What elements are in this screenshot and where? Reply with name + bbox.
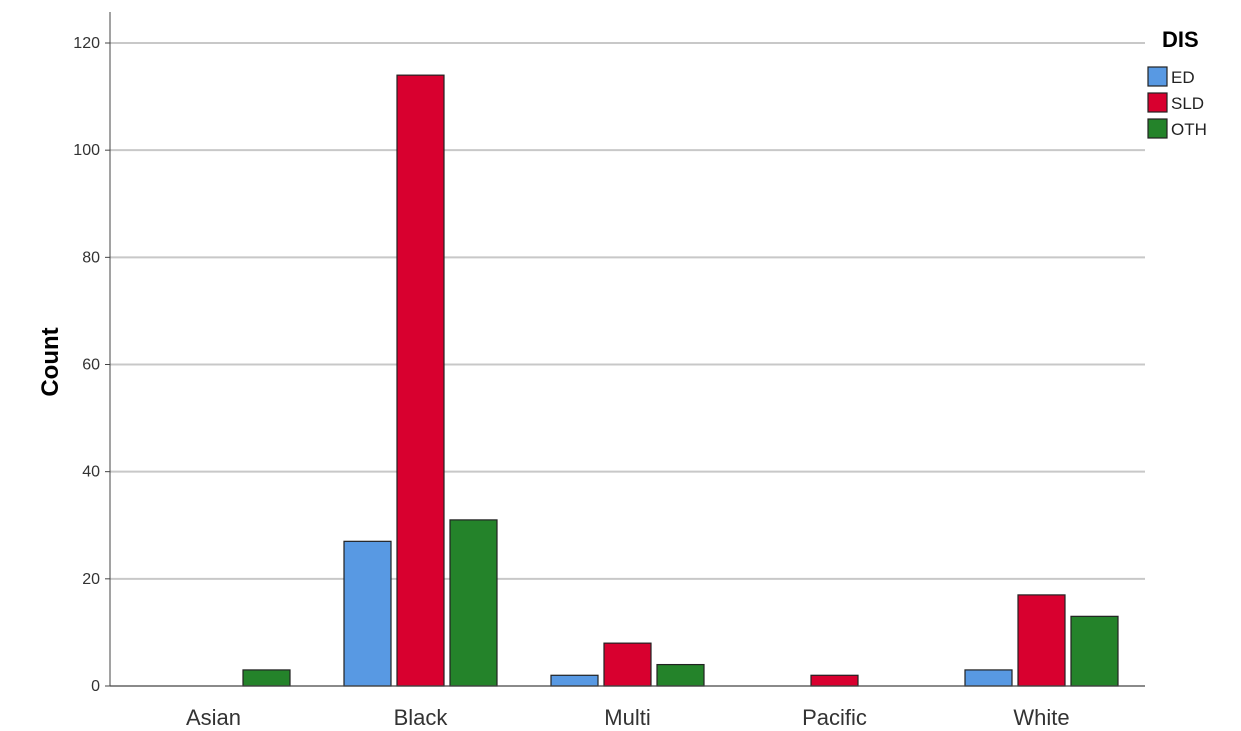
bar-sld-white [1017,594,1066,687]
y-tick-label: 0 [91,678,100,695]
x-tick-label: Asian [186,705,241,730]
bar-ed-multi [550,674,599,687]
x-tick-label: Multi [604,705,650,730]
grid-lines [110,42,1145,580]
x-tick-label: Black [394,705,449,730]
bar-sld-multi [603,642,652,687]
y-tick-label: 80 [82,249,100,266]
bar-ed-black [343,540,392,687]
y-tick-label: 120 [73,35,100,52]
bar-oth-asian [242,669,291,687]
x-tick-labels: Asian Black Multi Pacific White [186,705,1070,730]
bar-oth-black [449,519,498,687]
bar-sld-pacific [810,674,859,687]
bar-oth-multi [656,663,705,687]
legend-swatch-oth [1147,118,1168,139]
y-tick-label: 60 [82,357,100,374]
legend-swatch-sld [1147,92,1168,113]
legend-title: DIS [1162,27,1199,52]
y-tick-label: 20 [82,571,100,588]
y-tick-label: 100 [73,142,100,159]
bar-oth-white [1070,615,1119,687]
y-tick-labels: 0 20 40 60 80 100 120 [73,35,110,695]
legend-label-oth: OTH [1171,120,1207,139]
legend-label-sld: SLD [1171,94,1204,113]
bar-sld-black [396,74,445,687]
y-axis-label: Count [37,327,64,396]
x-tick-label: Pacific [802,705,867,730]
bar-ed-white [964,669,1013,687]
x-tick-label: White [1013,705,1069,730]
bars [242,74,1119,687]
legend-swatch-ed [1147,66,1168,87]
y-tick-label: 40 [82,464,100,481]
legend: DIS ED SLD OTH [1147,27,1207,139]
legend-label-ed: ED [1171,68,1195,87]
